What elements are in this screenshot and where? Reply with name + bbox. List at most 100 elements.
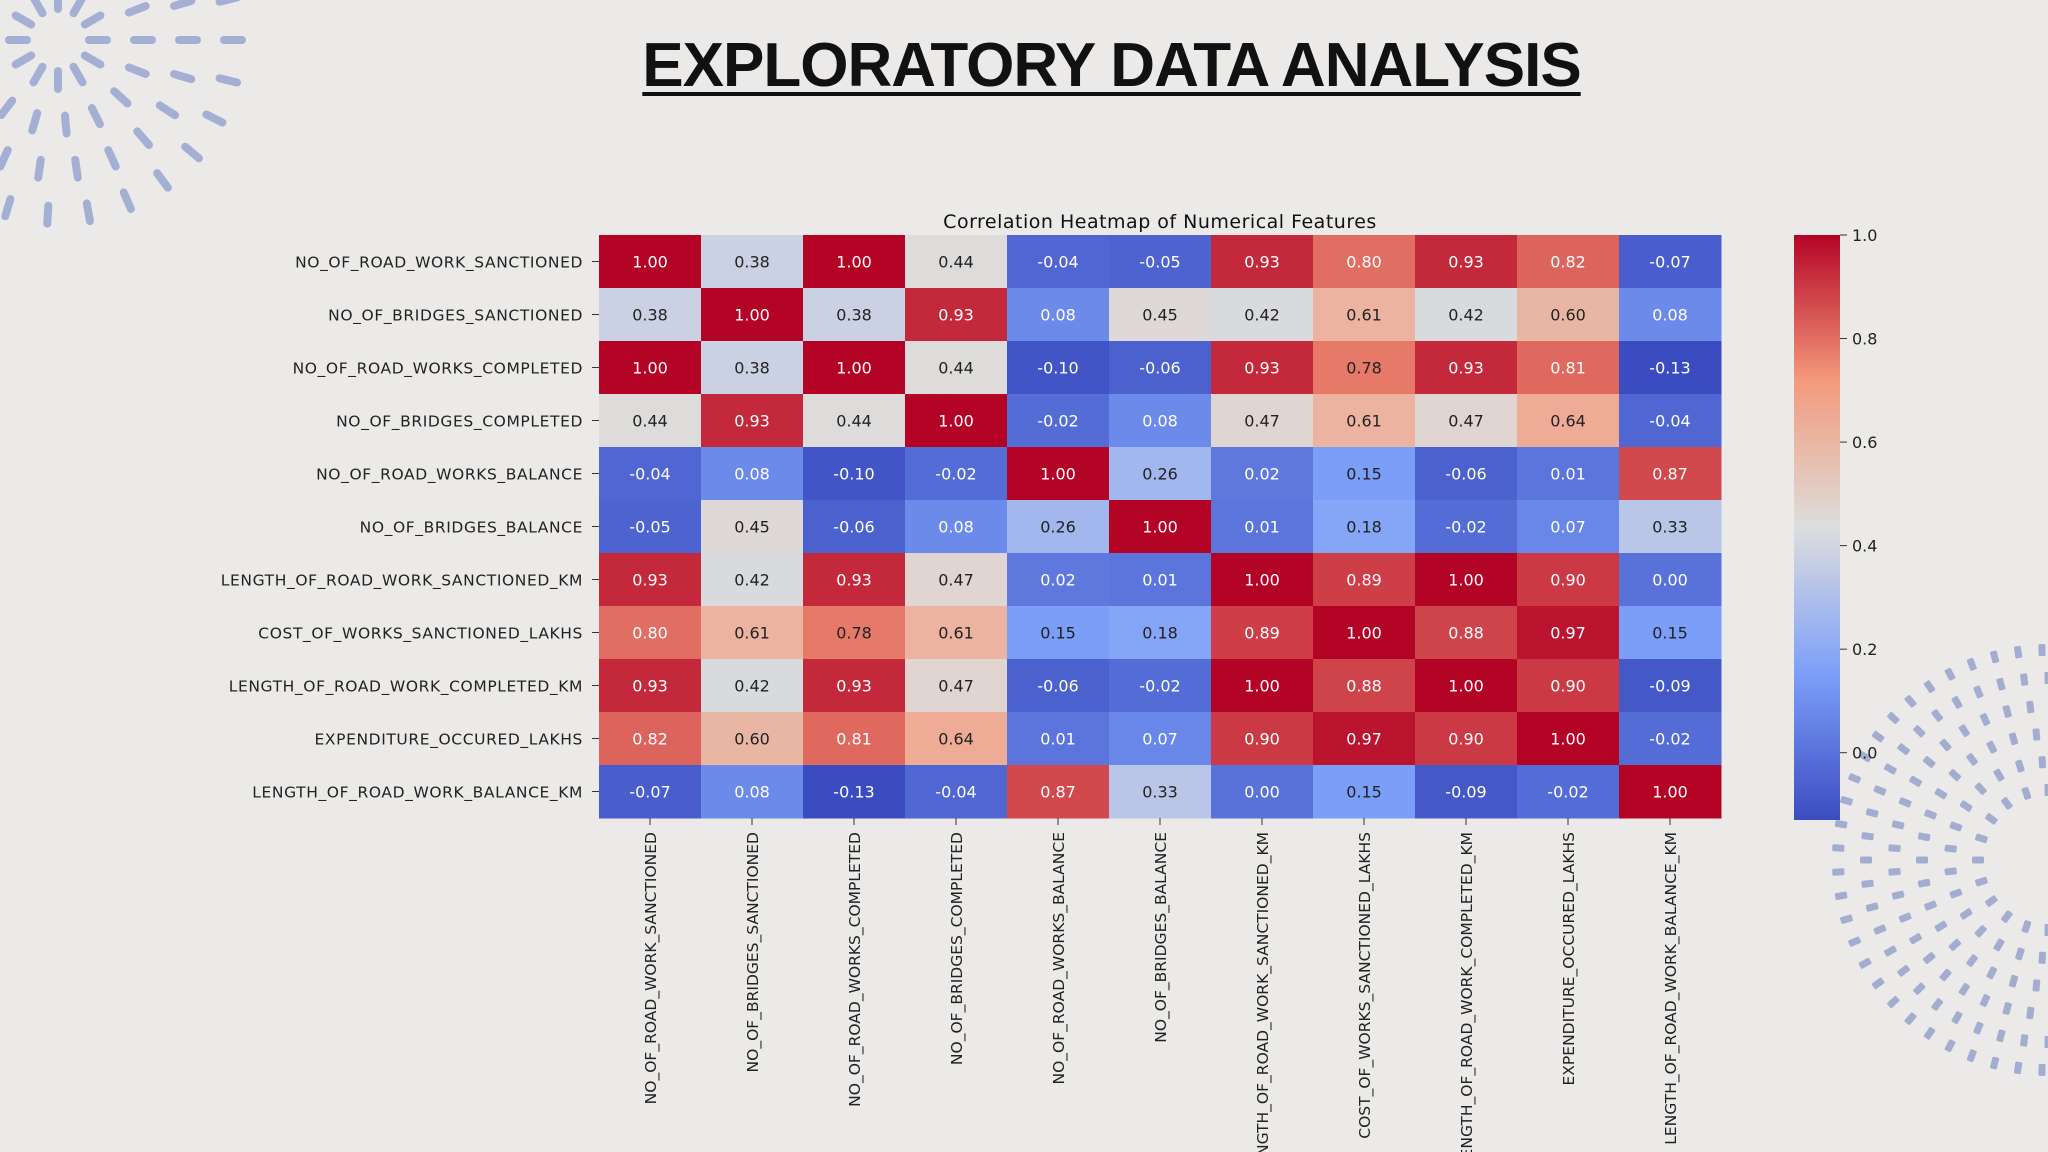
cell-value-label: 0.08 [938,518,974,537]
burst-dash [119,188,135,213]
colorbar-tick-label: 0.2 [1852,640,1877,659]
cell-value-label: 0.93 [1448,359,1484,378]
colorbar-tick-label: 0.0 [1852,744,1877,763]
cell-value-label: 0.02 [1244,465,1280,484]
cell-value-label: 0.78 [836,624,872,643]
cell-value-label: 1.00 [1448,571,1484,590]
ring-dot [2038,951,2047,964]
ring-dot [2026,700,2035,714]
burst-dash [124,2,150,17]
ring-dot [1975,833,1988,844]
burst-dash [0,96,17,119]
burst-dash [175,36,201,44]
cell-value-label: 0.15 [1652,624,1688,643]
ring-dot [1840,796,1853,806]
heatmap-cell [803,712,906,766]
ring-dot [1990,650,2000,664]
row-label: LENGTH_OF_ROAD_WORK_SANCTIONED_KM [221,572,583,591]
heatmap-cell [599,341,702,395]
row-label: NO_OF_BRIDGES_BALANCE [360,519,583,538]
heatmap-cell [1415,553,1518,607]
column-label: NO_OF_ROAD_WORKS_COMPLETED [846,832,865,1107]
cell-value-label: 1.00 [1244,571,1280,590]
burst-dash [133,127,153,150]
cell-value-label: -0.02 [935,465,976,484]
ring-dot [1972,856,1984,864]
ring-dot [1924,809,1937,820]
cell-value-label: 0.93 [836,571,872,590]
heatmap-cell [1211,394,1314,448]
ring-dot [1916,856,1928,864]
ring-dot [1931,998,1944,1011]
ring-dot [1873,924,1887,935]
cell-value-label: 0.44 [938,253,974,272]
cell-value-label: -0.04 [629,465,670,484]
burst-dash [11,51,36,69]
heatmap-cell [1415,341,1518,395]
colorbar: 1.0 0.8 0.6 0.4 0.2 0.0 [1794,226,1877,820]
column-label: NO_OF_ROAD_WORK_SANCTIONED [642,832,661,1104]
heatmap-cell [1109,606,1212,660]
heatmap-cell [1415,606,1518,660]
heatmap-cell [1313,553,1416,607]
cell-value-label: 0.61 [938,624,974,643]
cell-value-label: -0.06 [1445,465,1486,484]
cell-value-label: -0.07 [1649,253,1690,272]
ring-dot [1834,891,1848,901]
heatmap-cell [905,235,1008,289]
ring-dot [2001,797,2013,810]
heatmap-cell [803,341,906,395]
ring-dot [2038,756,2047,769]
heatmap-cell [803,553,906,607]
row-label: NO_OF_ROAD_WORKS_BALANCE [316,466,583,485]
ring-dot [1966,753,1978,766]
ring-dot [2008,732,2019,746]
heatmap-cell [1619,341,1722,395]
ring-dot [1898,912,1912,923]
heatmap-cell [1007,235,1110,289]
heatmap-cell [1109,553,1212,607]
burst-dash [11,11,36,29]
cell-value-label: 0.64 [938,730,974,749]
burst-dash [82,199,94,226]
cell-value-label: 0.26 [1142,465,1178,484]
heatmap-cell [905,553,1008,607]
heatmap-cell [1007,553,1110,607]
heatmap-cell [701,341,804,395]
heatmap-cell [1211,712,1314,766]
heatmap-cell [599,500,702,554]
heatmap-cell [1517,341,1620,395]
ring-dot [1891,890,1905,900]
row-label: LENGTH_OF_ROAD_WORK_COMPLETED_KM [229,678,583,697]
cell-value-label: 0.01 [1040,730,1076,749]
cell-value-label: 0.08 [734,783,770,802]
heatmap-cell [905,712,1008,766]
heatmap-cell [1007,288,1110,342]
heatmap-cell [1619,288,1722,342]
heatmap-cell [1313,712,1416,766]
heatmap-cell [599,288,702,342]
heatmap-cell [1619,235,1722,289]
ring-dot [1904,695,1917,708]
heatmap-cell [1211,765,1314,819]
ring-dot [1924,900,1937,911]
cell-value-label: -0.02 [1037,412,1078,431]
row-label: NO_OF_BRIDGES_SANCTIONED [328,307,583,326]
heatmap-cell [1007,606,1110,660]
heatmap-cell [1517,288,1620,342]
ring-dot [1884,945,1897,957]
heatmap-cell [1619,765,1722,819]
heatmap-cell [1517,553,1620,607]
heatmap-cell [1211,447,1314,501]
heatmap-cell [599,659,702,713]
heatmap-cell [1211,606,1314,660]
heatmap-cell [905,288,1008,342]
ring-dot [1939,968,1952,982]
column-label: LENGTH_OF_ROAD_WORK_SANCTIONED_KM [1254,832,1273,1152]
heatmap-cell [1211,659,1314,713]
cell-value-label: 0.82 [1550,253,1586,272]
cell-value-label: 0.15 [1346,783,1382,802]
heatmap-cell [1415,765,1518,819]
row-label: NO_OF_ROAD_WORK_SANCTIONED [295,254,583,273]
